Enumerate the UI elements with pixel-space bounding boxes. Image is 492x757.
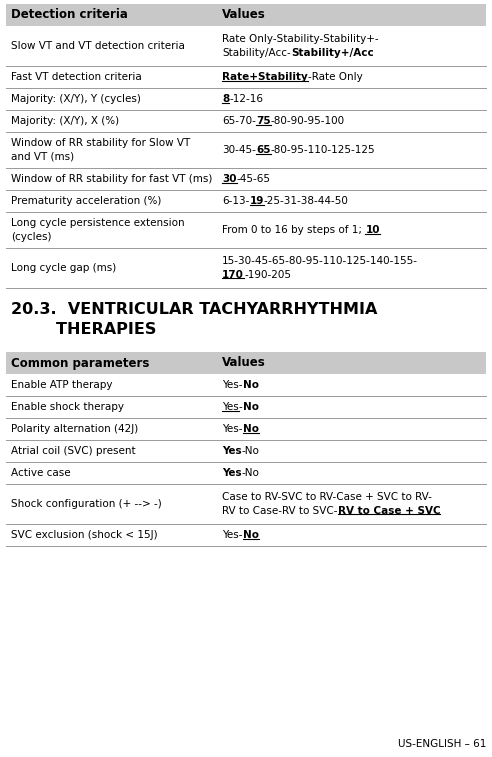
Text: 75: 75 [256, 116, 271, 126]
Text: RV to Case + SVC: RV to Case + SVC [338, 506, 440, 516]
Text: Shock configuration (+ --> -): Shock configuration (+ --> -) [11, 499, 162, 509]
Text: From 0 to 16 by steps of 1;: From 0 to 16 by steps of 1; [222, 225, 366, 235]
Text: Yes: Yes [222, 446, 242, 456]
Text: Window of RR stability for fast VT (ms): Window of RR stability for fast VT (ms) [11, 174, 213, 184]
Text: -80-90-95-100: -80-90-95-100 [271, 116, 345, 126]
Text: Stability/Acc-: Stability/Acc- [222, 48, 291, 58]
Text: 170: 170 [222, 269, 244, 279]
Text: Yes-: Yes- [222, 380, 243, 390]
Text: Rate Only-Stability-Stability+-: Rate Only-Stability-Stability+- [222, 35, 379, 45]
Text: Yes: Yes [222, 402, 239, 412]
Text: SVC exclusion (shock < 15J): SVC exclusion (shock < 15J) [11, 530, 157, 540]
Text: No: No [243, 424, 259, 434]
Text: -190-205: -190-205 [244, 269, 291, 279]
Text: Yes-: Yes- [222, 424, 243, 434]
Text: US-ENGLISH – 61: US-ENGLISH – 61 [398, 739, 486, 749]
Text: and VT (ms): and VT (ms) [11, 151, 74, 161]
Bar [6, 418, 486, 440]
Text: Rate+Stability: Rate+Stability [222, 72, 308, 82]
Text: 20.3.  VENTRICULAR TACHYARRHYTHMIA: 20.3. VENTRICULAR TACHYARRHYTHMIA [11, 303, 377, 317]
Text: Case to RV-SVC to RV-Case + SVC to RV-: Case to RV-SVC to RV-Case + SVC to RV- [222, 493, 432, 503]
Text: Common parameters: Common parameters [11, 357, 150, 369]
Text: 10: 10 [366, 225, 380, 235]
Bar [6, 484, 486, 524]
Text: Window of RR stability for Slow VT: Window of RR stability for Slow VT [11, 139, 190, 148]
Text: Enable shock therapy: Enable shock therapy [11, 402, 124, 412]
Bar [6, 66, 486, 88]
Text: Prematurity acceleration (%): Prematurity acceleration (%) [11, 196, 161, 206]
Text: 65: 65 [256, 145, 271, 155]
Text: Majority: (X/Y), X (%): Majority: (X/Y), X (%) [11, 116, 119, 126]
Text: Majority: (X/Y), Y (cycles): Majority: (X/Y), Y (cycles) [11, 94, 141, 104]
Text: No: No [243, 402, 259, 412]
Bar [6, 352, 486, 374]
Text: Long cycle persistence extension: Long cycle persistence extension [11, 219, 184, 229]
Text: -25-31-38-44-50: -25-31-38-44-50 [264, 196, 349, 206]
Text: No: No [243, 380, 259, 390]
Text: Polarity alternation (42J): Polarity alternation (42J) [11, 424, 138, 434]
Text: 30: 30 [222, 174, 237, 184]
Bar [6, 190, 486, 212]
Text: Values: Values [222, 357, 266, 369]
Bar [6, 88, 486, 110]
Text: -No: -No [242, 468, 260, 478]
Text: Values: Values [222, 8, 266, 21]
Text: THERAPIES: THERAPIES [11, 322, 156, 338]
Text: -12-16: -12-16 [229, 94, 263, 104]
Text: Detection criteria: Detection criteria [11, 8, 128, 21]
Text: Atrial coil (SVC) present: Atrial coil (SVC) present [11, 446, 136, 456]
Text: Enable ATP therapy: Enable ATP therapy [11, 380, 113, 390]
Bar [6, 462, 486, 484]
Text: 19: 19 [249, 196, 264, 206]
Text: -80-95-110-125-125: -80-95-110-125-125 [271, 145, 375, 155]
Bar [6, 110, 486, 132]
Bar [6, 440, 486, 462]
Text: Fast VT detection criteria: Fast VT detection criteria [11, 72, 142, 82]
Text: -Rate Only: -Rate Only [308, 72, 363, 82]
Bar [6, 168, 486, 190]
Text: 6-13-: 6-13- [222, 196, 249, 206]
Bar [6, 4, 486, 26]
Text: Yes: Yes [222, 468, 242, 478]
Text: -No: -No [242, 446, 260, 456]
Text: -: - [239, 402, 243, 412]
Text: RV to Case-RV to SVC-: RV to Case-RV to SVC- [222, 506, 338, 516]
Text: (cycles): (cycles) [11, 232, 52, 241]
Text: Stability+/Acc: Stability+/Acc [291, 48, 374, 58]
Bar [6, 524, 486, 546]
Text: Slow VT and VT detection criteria: Slow VT and VT detection criteria [11, 41, 185, 51]
Bar [6, 132, 486, 168]
Bar [6, 374, 486, 396]
Bar [6, 212, 486, 248]
Bar [6, 396, 486, 418]
Text: Yes-: Yes- [222, 530, 243, 540]
Text: Long cycle gap (ms): Long cycle gap (ms) [11, 263, 116, 273]
Text: 65-70-: 65-70- [222, 116, 256, 126]
Text: -45-65: -45-65 [237, 174, 271, 184]
Text: No: No [243, 530, 259, 540]
Bar [6, 248, 486, 288]
Text: Active case: Active case [11, 468, 71, 478]
Text: 8: 8 [222, 94, 229, 104]
Text: 30-45-: 30-45- [222, 145, 256, 155]
Bar [6, 26, 486, 66]
Text: 15-30-45-65-80-95-110-125-140-155-: 15-30-45-65-80-95-110-125-140-155- [222, 257, 418, 266]
